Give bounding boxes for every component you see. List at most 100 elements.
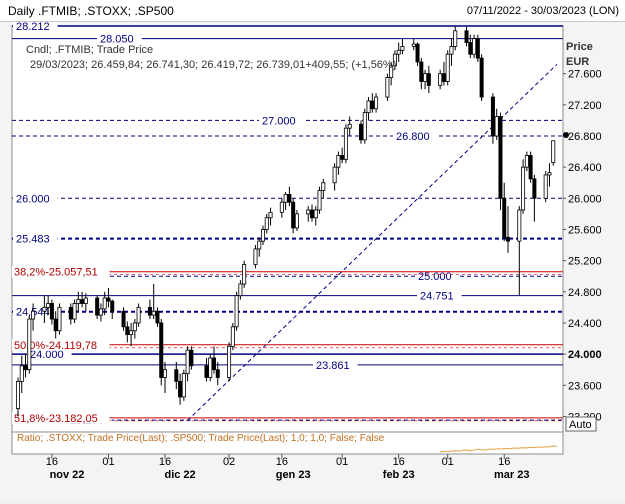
candle-99 [543,171,548,203]
candle-body [98,308,103,316]
candle-23 [132,319,137,339]
candle-body [389,65,394,78]
x-day-label-7: 01 [442,456,454,468]
candle-body [208,357,213,378]
candle-69 [385,73,390,101]
level-label-bg-3 [393,129,438,142]
candle-90 [494,108,499,140]
candle-body [227,345,232,378]
candle-28 [159,319,164,386]
candle-42 [238,280,243,300]
candle-body [242,264,247,285]
x-day-label-8: 16 [498,456,510,468]
candle-81 [445,50,450,86]
chart-title: Daily .FTMIB; .STOXX; .SP500 [8,4,174,18]
candle-85 [468,34,473,59]
candle-body [31,310,36,320]
x-day-label-0: 16 [46,456,58,468]
candle-18 [106,287,111,308]
candle-64 [358,120,363,144]
candle-88 [479,54,484,101]
candle-62 [343,124,348,164]
candle-body [42,306,47,312]
candle-60 [336,151,341,175]
candle-body [521,166,526,211]
level-label-bg-4 [13,192,58,205]
y-tick-label-1: 27.200 [568,100,602,112]
candle-19 [110,299,115,320]
candle-body [309,209,314,219]
date-range: 07/11/2022 - 30/03/2023 (LON) [466,5,619,17]
candle-82 [449,38,454,66]
candle-body [490,96,495,137]
candle-body [268,211,273,219]
candle-61 [340,147,345,164]
candle-body [230,326,235,347]
candle-65 [362,108,367,144]
auto-scale-label: Auto [569,419,592,431]
candle-body [23,365,28,371]
candle-76 [419,58,424,90]
candle-body [136,306,141,324]
candle-9 [57,303,62,335]
level-label-bg-7 [417,289,462,302]
level-label-3: 26.800 [396,131,430,143]
candle-body [129,330,134,336]
candle-50 [283,192,288,210]
candle-92 [502,182,507,242]
candlestick-chart[interactable]: 28.212 28.050 27.000 26.800 26.000 25.483 25.0… [0,20,625,499]
candle-7 [49,299,54,325]
chart-title-bar: Daily .FTMIB; .STOXX; .SP500 07/11/2022 … [0,0,625,22]
candle-body [162,369,167,378]
candle-36 [208,354,213,382]
x-day-label-4: 16 [276,456,288,468]
candle-body [441,73,446,82]
candle-26 [151,283,156,320]
candle-body [423,73,428,82]
axis-price-label: Price [566,41,593,53]
fib-label-2: 51,8%-23.182,05 [14,413,98,425]
candle-body [49,303,54,320]
candle-body [551,140,556,163]
candle-body [321,182,326,191]
fib-label-0: 38,2%-25.057,51 [14,267,98,279]
candle-15 [95,295,100,320]
candle-body [332,166,337,184]
candle-33 [185,346,190,382]
candle-22 [129,322,134,347]
y-tick-label-5: 25.600 [568,224,602,236]
candle-91 [498,112,503,210]
candle-13 [80,291,85,308]
candle-body [83,297,88,304]
candle-body [358,123,363,141]
candle-63 [347,116,352,136]
candle-body [80,299,85,304]
legend-line-2: 29/03/2023; 26.459,84; 26.741,30; 26.419… [30,59,396,71]
candle-body [374,96,379,110]
candle-body [283,194,288,203]
candle-74 [411,38,416,51]
candle-54 [306,206,311,222]
fib-label-bg-0 [12,265,110,278]
candle-body [502,197,507,238]
candle-body [347,123,352,129]
candle-83 [453,26,458,51]
candle-3 [27,315,32,374]
candle-55 [309,204,314,222]
candle-body [27,318,32,371]
candle-body [95,297,100,316]
level-label-0: 28.212 [16,22,50,33]
candle-79 [438,69,443,90]
auto-scale-button[interactable]: Auto [565,416,597,432]
candle-86 [472,34,477,59]
x-month-label-4: mar 23 [494,469,529,481]
candle-14 [83,293,88,312]
level-label-2: 27.000 [262,115,296,127]
candle-body [287,194,292,203]
candle-57 [317,186,322,214]
candle-body [313,209,318,219]
candle-16 [98,303,103,322]
level-label-bg-1 [97,32,142,45]
x-day-label-1: 01 [102,456,114,468]
candle-38 [215,361,220,386]
